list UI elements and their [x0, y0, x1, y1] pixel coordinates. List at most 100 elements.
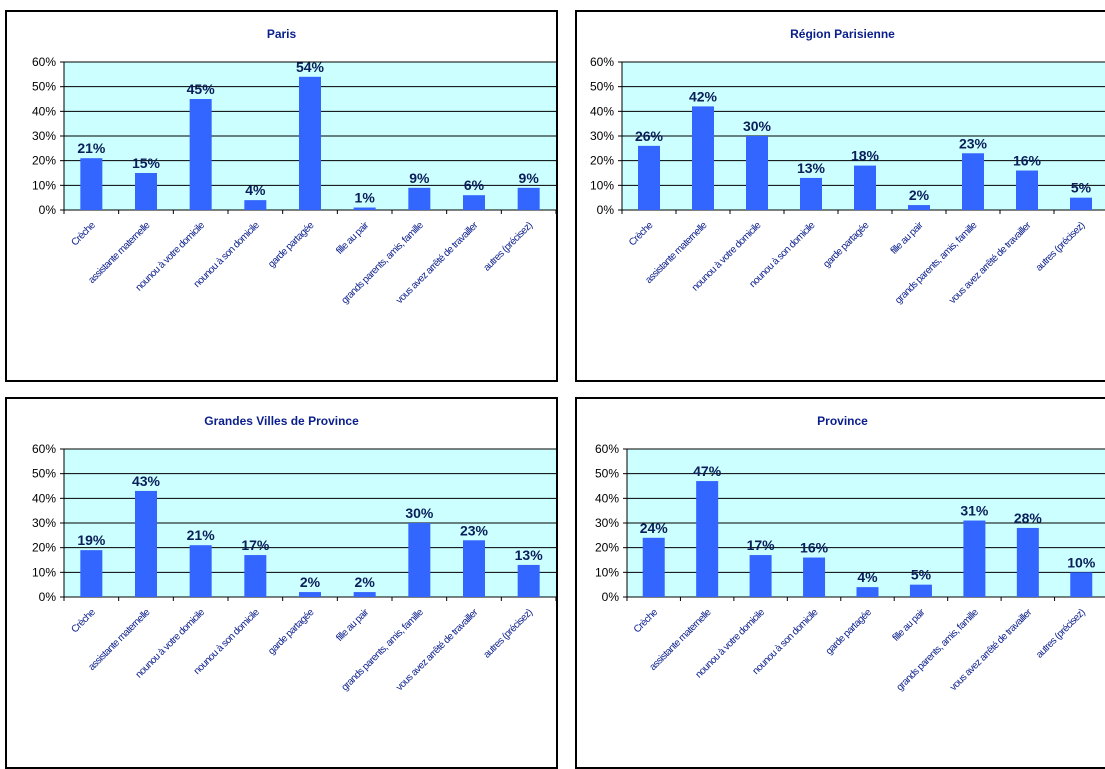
y-tick-label: 10% [32, 565, 56, 579]
bar-fille-au-pair [909, 584, 932, 597]
data-label: 1% [355, 190, 376, 206]
y-tick-label: 50% [32, 467, 56, 481]
data-label: 24% [640, 520, 669, 536]
data-label: 16% [1013, 153, 1042, 169]
bar-nounou-a-son-domicile [244, 555, 267, 597]
category-label: autres (précisez) [482, 220, 535, 273]
data-label: 26% [635, 128, 664, 144]
data-label: 17% [747, 537, 776, 553]
category-label: autres (précisez) [1034, 220, 1087, 273]
data-label: 5% [911, 567, 932, 583]
y-tick-label: 10% [590, 178, 614, 192]
data-label: 30% [405, 505, 434, 521]
chart-paris: Paris 0% 10% 20% 30% 40% 50% 60% 21% Crèche 15% ass… [5, 10, 558, 382]
data-label: 13% [515, 547, 544, 563]
bar-autres-precisez [517, 564, 540, 597]
chart-svg: Grandes Villes de Province 0% 10% 20% 30% 40%… [32, 414, 556, 693]
data-label: 17% [241, 537, 270, 553]
data-label: 2% [355, 574, 376, 590]
y-tick-label: 40% [32, 104, 56, 118]
y-tick-label: 30% [32, 129, 56, 143]
data-label: 5% [1071, 180, 1092, 196]
category-label: garde partagée [824, 607, 875, 658]
data-label: 2% [300, 574, 321, 590]
bar-garde-partagee [299, 76, 321, 210]
y-tick-label: 20% [32, 154, 56, 168]
y-tick-label: 0% [597, 203, 615, 217]
bar-vous-avez-arrete-de-travailler [1016, 170, 1038, 210]
data-label: 30% [743, 118, 772, 134]
data-label: 47% [693, 463, 722, 479]
y-tick-label: 40% [32, 491, 56, 505]
data-label: 21% [77, 140, 106, 156]
y-tick-label: 0% [39, 590, 57, 604]
chart-svg: Province 0% 10% 20% 30% 40% 50% 60% 24% Crèche 47%… [595, 414, 1105, 693]
chart-svg: Paris0%10%20%30%40%50%60%21%Crèche15%ass… [32, 27, 556, 306]
bar-grands-parents-amis-famille [408, 523, 431, 597]
data-label: 45% [187, 81, 216, 97]
y-tick-label: 20% [590, 154, 614, 168]
data-label: 19% [77, 532, 106, 548]
data-label: 15% [132, 155, 161, 171]
bar-assistante-maternelle [135, 490, 157, 597]
bar-fille-au-pair [353, 207, 376, 210]
data-label: 21% [187, 527, 216, 543]
chart-province: Province 0% 10% 20% 30% 40% 50% 60% 24% Crèche 47%… [575, 397, 1105, 769]
y-tick-label: 20% [595, 541, 619, 555]
data-label: 13% [797, 160, 826, 176]
bar-assistante-maternelle [696, 481, 719, 597]
bar-fille-au-pair [908, 205, 930, 210]
data-label: 23% [460, 522, 489, 538]
bar-nounou-a-son-domicile [244, 200, 267, 210]
y-tick-label: 30% [595, 516, 619, 530]
y-tick-label: 60% [595, 442, 619, 456]
bar-fille-au-pair [353, 592, 376, 597]
y-tick-label: 60% [32, 55, 56, 69]
category-label: Crèche [69, 220, 98, 249]
bar-garde-partagee [854, 165, 876, 210]
data-label: 28% [1014, 510, 1043, 526]
chart-region-parisienne: Région Parisienne 0% 10% 20% 30% 40% 50% 60% 26%… [575, 10, 1105, 382]
data-label: 42% [689, 88, 718, 104]
bar-creche [80, 550, 103, 597]
y-tick-label: 40% [590, 104, 614, 118]
bar-grands-parents-amis-famille [408, 187, 431, 210]
bar-grands-parents-amis-famille [962, 153, 984, 210]
y-tick-label: 50% [32, 80, 56, 94]
y-tick-label: 20% [32, 541, 56, 555]
bar-vous-avez-arrete-de-travailler [1016, 527, 1039, 597]
data-label: 4% [857, 569, 878, 585]
chart-title: Province [817, 414, 868, 428]
bar-creche [638, 145, 660, 210]
category-label: Crèche [627, 220, 656, 249]
y-tick-label: 60% [590, 55, 614, 69]
bar-nounou-a-votre-domicile [189, 545, 212, 597]
category-label: fille au pair [891, 606, 928, 643]
chart-title: Paris [267, 27, 297, 41]
bar-creche [80, 158, 103, 210]
data-label: 9% [519, 170, 540, 186]
bar-nounou-a-son-domicile [800, 177, 822, 210]
category-label: garde partagée [266, 607, 317, 658]
category-label: Crèche [69, 607, 98, 636]
category-label: fille au pair [334, 219, 371, 256]
data-label: 6% [464, 177, 485, 193]
y-tick-label: 0% [602, 590, 620, 604]
category-label: fille au pair [889, 219, 926, 256]
bar-creche [642, 537, 665, 597]
chart-grandes-villes-de-province: Grandes Villes de Province 0% 10% 20% 30% 40%… [5, 397, 558, 769]
category-label: Crèche [632, 607, 661, 636]
data-label: 9% [409, 170, 430, 186]
y-tick-label: 60% [32, 442, 56, 456]
category-label: garde partagée [821, 220, 872, 271]
data-label: 16% [800, 540, 829, 556]
data-label: 23% [959, 135, 988, 151]
y-tick-label: 30% [32, 516, 56, 530]
chart-title: Grandes Villes de Province [204, 414, 359, 428]
category-label: autres (précisez) [1034, 607, 1087, 660]
category-label: autres (précisez) [482, 607, 535, 660]
category-label: fille au pair [334, 606, 371, 643]
bar-vous-avez-arrete-de-travailler [463, 540, 485, 597]
bar-autres-precisez [1070, 572, 1093, 597]
bar-nounou-a-votre-domicile [749, 555, 772, 597]
